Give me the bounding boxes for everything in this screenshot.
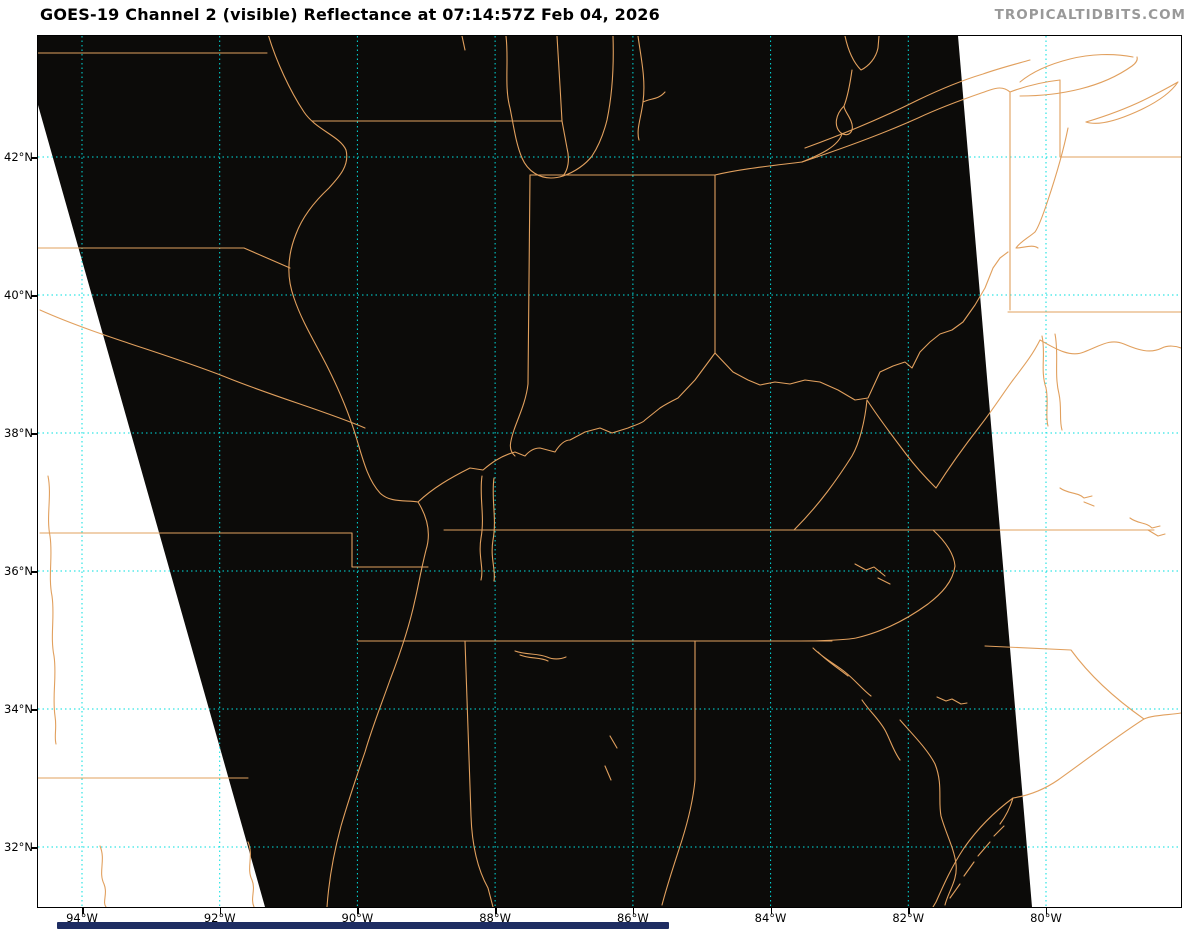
satellite-swath: [38, 36, 1032, 907]
river-michigan-interior: [637, 36, 666, 141]
border-nc-sc-and-coast: [932, 645, 1181, 907]
lat-label: 36°N: [4, 564, 33, 578]
latlon-grid: [38, 36, 1181, 907]
lat-tick: [31, 433, 37, 435]
lat-tick: [31, 157, 37, 159]
lon-label: 80°W: [1030, 911, 1062, 925]
tropicaltidbits-watermark[interactable]: TROPICALTIDBITS.COM: [994, 7, 1186, 23]
lat-label: 34°N: [4, 702, 33, 716]
border-al-ga: [661, 640, 696, 906]
lat-tick: [31, 571, 37, 573]
border-mi-oh: [714, 161, 803, 176]
satellite-map[interactable]: [37, 35, 1182, 908]
lake-michigan-west-shore: [505, 36, 564, 179]
lat-label: 40°N: [4, 288, 33, 302]
river-savannah: [899, 719, 957, 906]
lake-erie-north-shore: [804, 59, 1031, 149]
state-borders: [38, 36, 1181, 907]
border-tn-nc: [799, 529, 956, 642]
lon-tick: [357, 908, 359, 914]
border-wv-va-potomac: [866, 339, 1181, 489]
border-mo-ar-bootheel: [39, 532, 429, 568]
coast-albemarle-inlets: [1129, 517, 1166, 537]
lon-label: 92°W: [203, 911, 236, 925]
lake-ontario: [1019, 53, 1138, 97]
lon-tick: [1045, 908, 1048, 914]
coast-chesapeake-inlets: [1059, 487, 1095, 507]
lon-tick: [632, 908, 635, 914]
border-ky-va: [793, 399, 868, 531]
river-wisconsin-stub: [461, 36, 466, 51]
river-alabama-marks: [604, 735, 618, 781]
lon-tick: [82, 908, 84, 914]
lat-tick: [31, 709, 37, 711]
lon-tick: [908, 908, 910, 914]
river-pascagoula: [247, 841, 255, 907]
lake-michigan-east-shore: [562, 36, 614, 177]
lake-marion: [936, 696, 968, 705]
coast-long-island-nj: [1015, 81, 1179, 249]
lat-tick: [31, 847, 37, 849]
map-canvas[interactable]: [38, 36, 1181, 907]
lon-tick: [219, 908, 222, 914]
lon-label: 82°W: [892, 911, 925, 925]
lon-label: 94°W: [66, 911, 98, 925]
lake-erie-south-shore: [801, 79, 1061, 163]
lake-hartwell: [861, 699, 901, 761]
lat-label: 38°N: [4, 426, 33, 440]
coast-georgia-islands: [949, 797, 1014, 899]
border-mo-ar-west: [47, 475, 57, 745]
lat-tick: [31, 295, 37, 297]
lon-label: 86°W: [616, 911, 649, 925]
river-missouri: [39, 309, 366, 429]
lake-kentucky-barkley: [479, 475, 495, 582]
lake-huron-tip: [844, 36, 880, 71]
page-title: GOES-19 Channel 2 (visible) Reflectance …: [40, 5, 660, 24]
river-mississippi-upper: [268, 36, 419, 503]
lake-chickamauga: [812, 647, 872, 697]
lat-label: 42°N: [4, 150, 33, 164]
border-il-in: [509, 174, 531, 457]
lake-wheeler: [514, 650, 567, 662]
coast-delmarva: [1041, 333, 1063, 431]
lon-label: 88°W: [479, 911, 511, 925]
river-ohio: [417, 251, 1009, 503]
lake-michigan-midlake-border: [556, 36, 569, 177]
lake-douglas: [854, 563, 891, 585]
border-ia-mo: [38, 247, 291, 269]
lon-tick: [770, 908, 773, 914]
river-mississippi-lower: [326, 501, 429, 907]
lat-label: 32°N: [4, 840, 33, 854]
lon-tick: [495, 908, 497, 914]
river-sabine: [99, 845, 107, 907]
lon-label: 84°W: [754, 911, 787, 925]
border-ms-al: [464, 640, 494, 907]
loop-progress-bar[interactable]: [57, 922, 669, 929]
lon-label: 90°W: [341, 911, 374, 925]
